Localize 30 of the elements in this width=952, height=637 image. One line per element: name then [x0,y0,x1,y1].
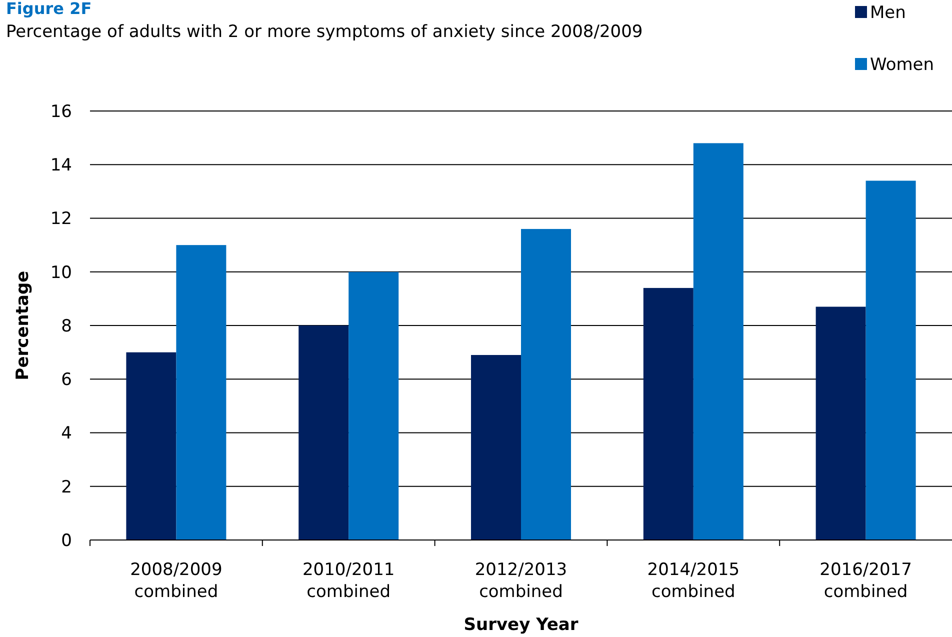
y-tick-label: 10 [50,262,72,283]
legend-label: Men [870,3,906,23]
y-tick-label: 2 [61,477,72,498]
bar [643,288,694,540]
bar [176,245,226,540]
bar [866,180,916,540]
bar [298,326,349,540]
chart-subtitle: Percentage of adults with 2 or more symptoms of anxiety since 2008/2009 [6,22,643,42]
chart-title: Figure 2F [6,0,92,18]
bar [348,272,399,540]
y-axis-title: Percentage [13,270,33,380]
x-tick-label: 2016/2017 combined [820,560,912,602]
y-tick-label: 14 [50,156,72,176]
bar [816,306,866,540]
y-tick-label: 0 [61,530,72,551]
bar [126,352,176,540]
x-tick-label: 2014/2015 combined [647,560,740,602]
x-axis-title: Survey Year [464,615,579,635]
x-tick-label: 2008/2009 combined [130,560,222,602]
legend-label: Women [870,55,934,75]
x-tick-label: 2010/2011 combined [302,560,395,602]
y-tick-label: 8 [61,316,72,336]
bar [521,228,571,540]
y-tick-label: 6 [61,370,72,390]
y-tick-label: 12 [50,209,72,230]
y-tick-label: 4 [61,424,72,444]
x-tick-label: 2012/2013 combined [474,560,568,602]
y-tick-label: 16 [50,102,72,122]
bar [693,143,744,540]
bar [471,354,521,540]
